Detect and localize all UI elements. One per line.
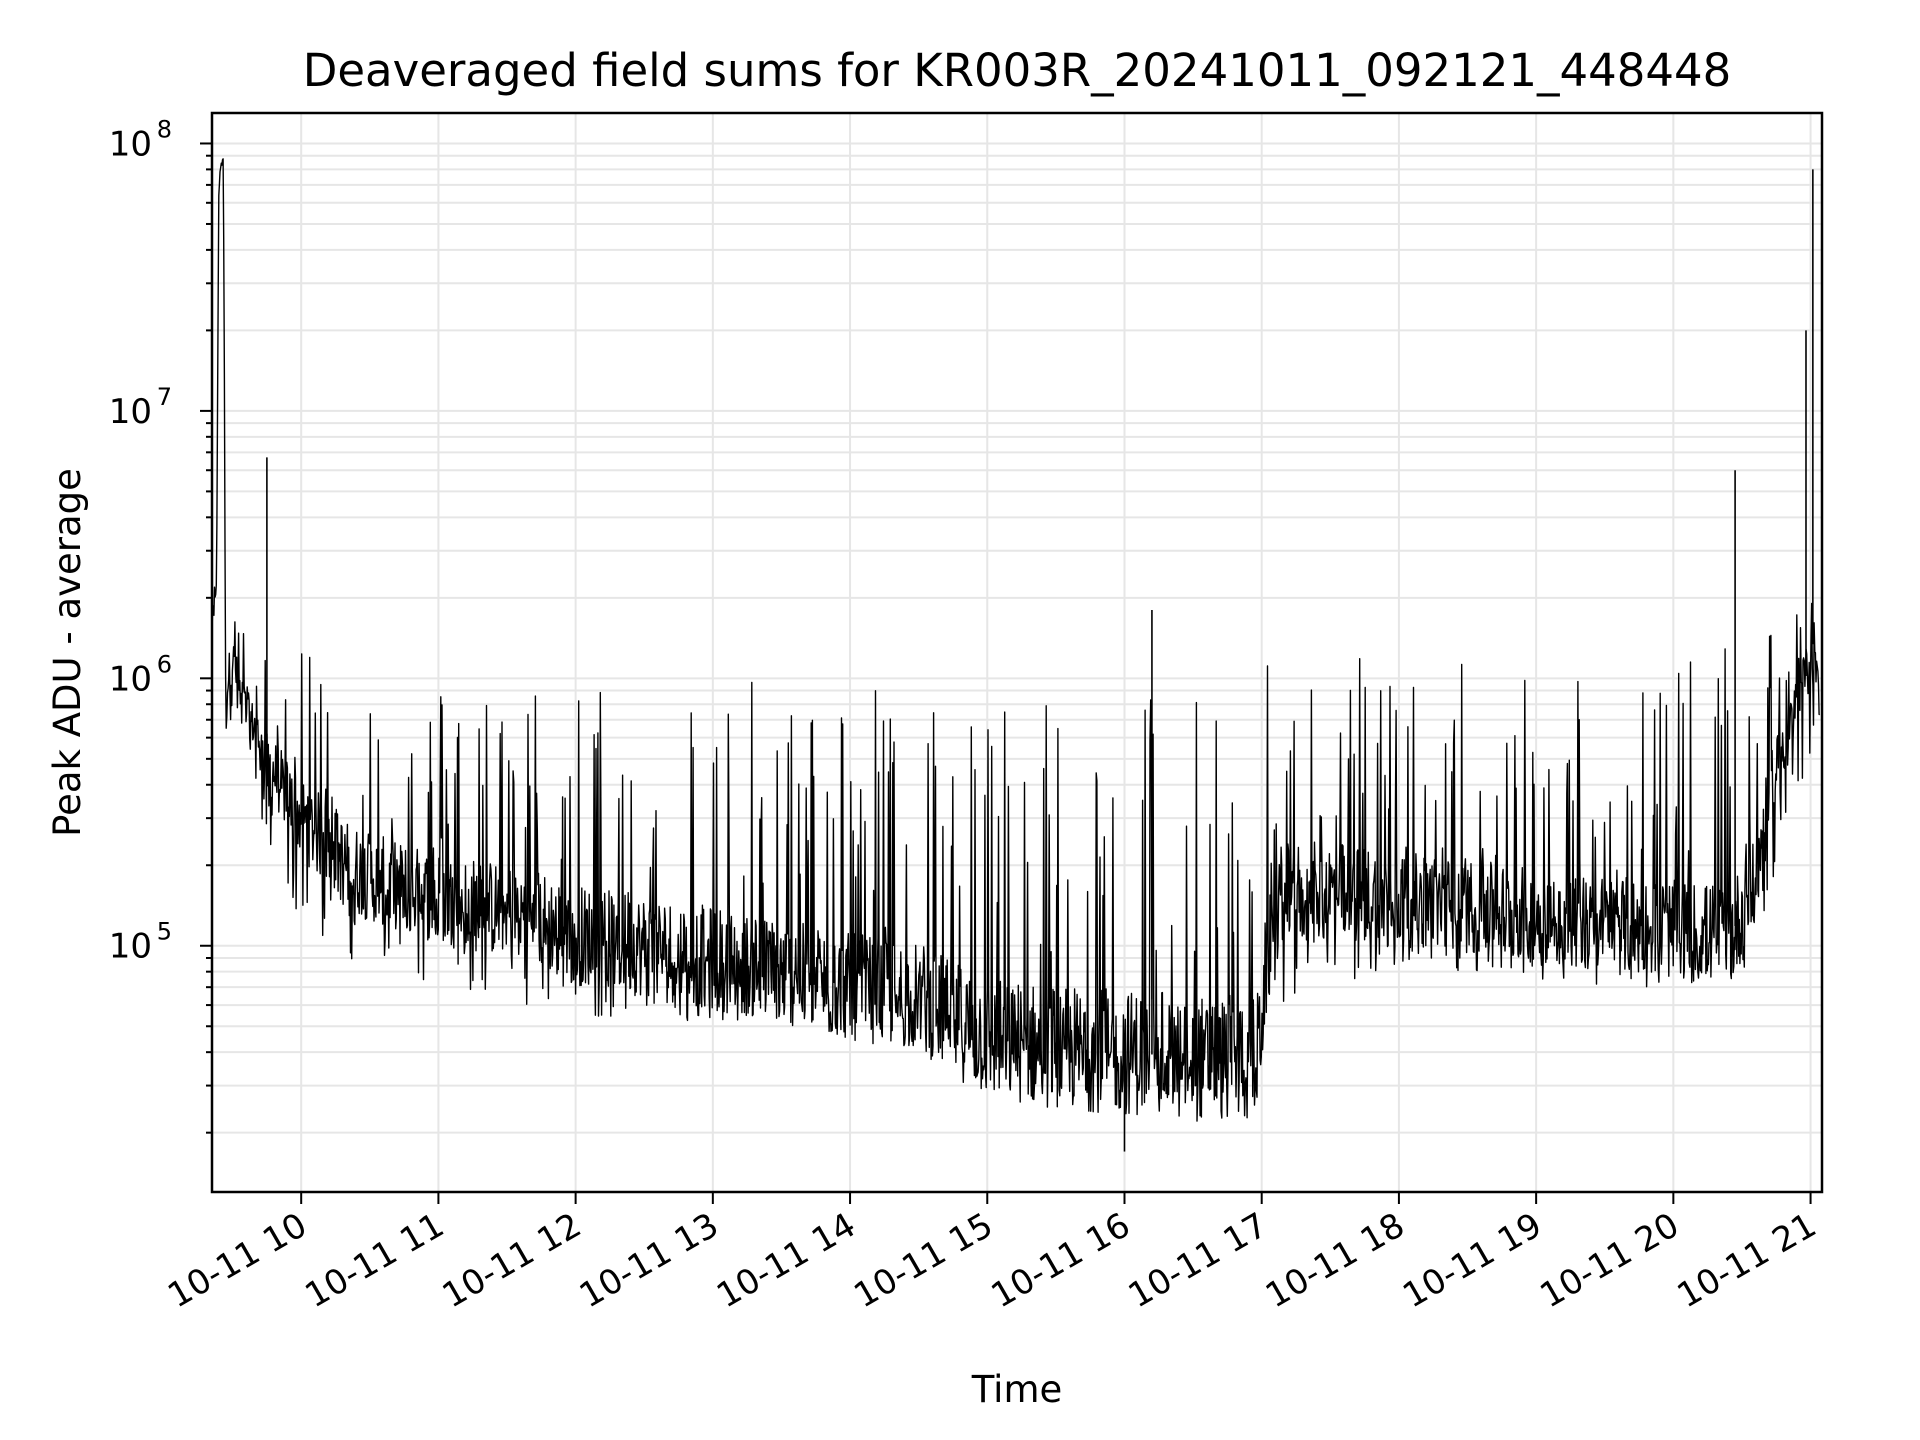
y-tick-exponent: 7: [157, 383, 172, 411]
y-tick-label: 10: [109, 927, 152, 967]
y-tick-exponent: 6: [157, 650, 172, 678]
series-line: [211, 158, 1821, 1152]
x-axis-label: Time: [971, 1368, 1063, 1411]
y-tick-exponent: 5: [157, 918, 172, 946]
y-tick-label: 10: [109, 659, 152, 699]
grid: [212, 113, 1822, 1192]
y-tick-label: 10: [109, 124, 152, 164]
y-tick-label: 10: [109, 392, 152, 432]
y-axis-label: Peak ADU - average: [46, 468, 89, 837]
plot-frame: [210, 111, 1824, 1194]
chart-title: Deaveraged field sums for KR003R_2024101…: [303, 44, 1732, 97]
y-tick-exponent: 8: [157, 115, 172, 143]
series-path: [211, 158, 1821, 1122]
